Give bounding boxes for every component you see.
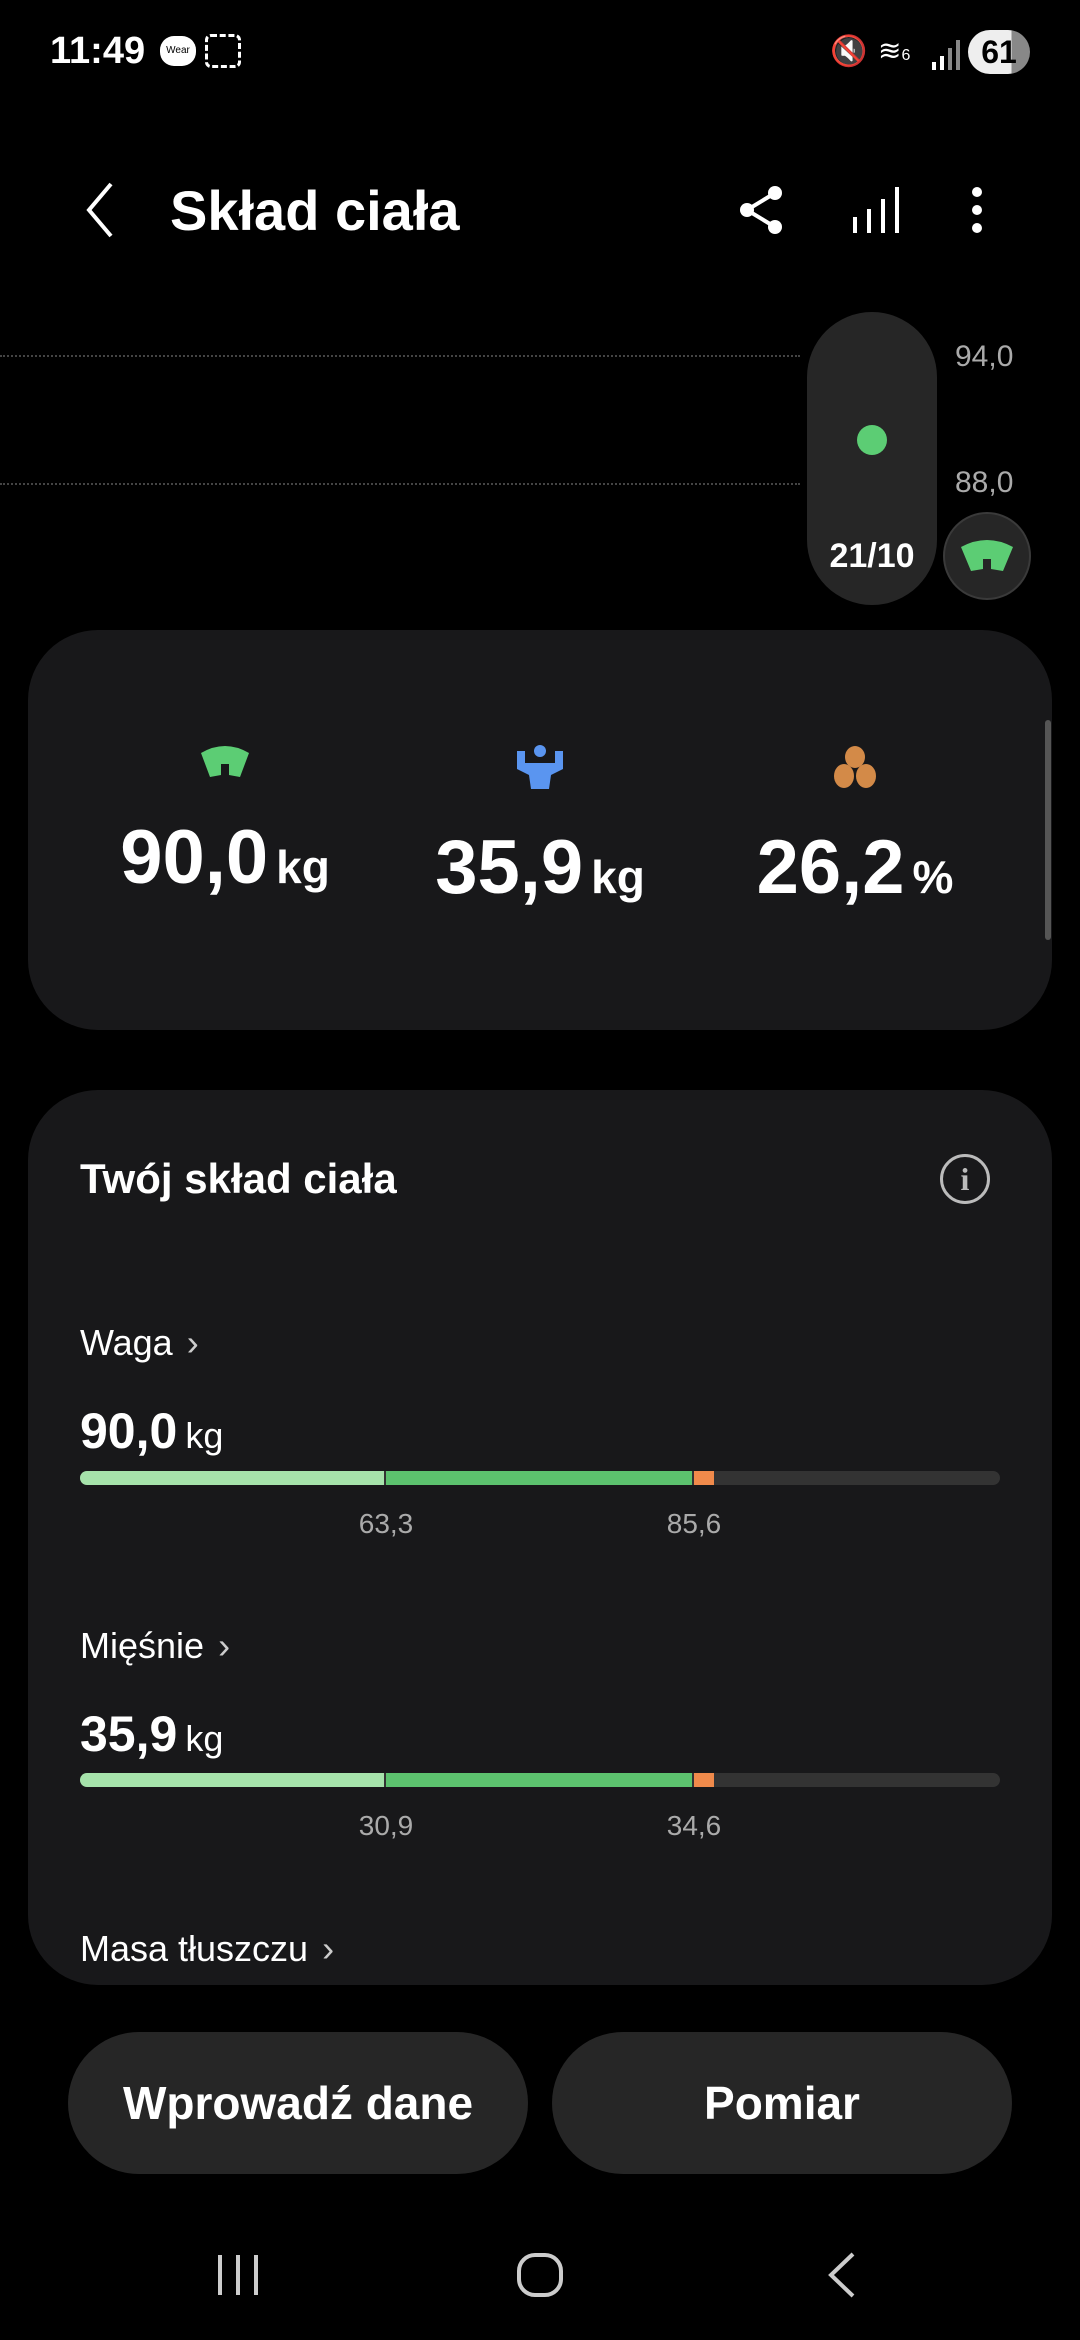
muscle-row-link[interactable]: Mięśnie › xyxy=(80,1625,231,1666)
weight-row-value: 90,0 kg xyxy=(80,1403,224,1459)
muscle-icon xyxy=(517,745,563,789)
weight-tick-low: 63,3 xyxy=(358,1508,414,1539)
bar-segment-low xyxy=(80,1773,384,1787)
muscle-range-bar xyxy=(80,1773,1000,1787)
bar-segment-low xyxy=(80,1471,384,1485)
muscle-row-value: 35,9 kg xyxy=(80,1706,224,1762)
bar-segment-current xyxy=(694,1773,714,1787)
fat-value: 26,2 xyxy=(756,825,905,910)
gridline-lower xyxy=(0,483,800,485)
scale-filter-button[interactable] xyxy=(943,512,1031,600)
signal-icon xyxy=(930,38,960,75)
chart-view-button[interactable] xyxy=(846,180,906,240)
body-fat-metric[interactable]: 26,2% xyxy=(685,745,1025,911)
weight-row-link[interactable]: Waga › xyxy=(80,1322,199,1363)
bar-segment-normal xyxy=(386,1471,692,1485)
selected-day-pill[interactable] xyxy=(807,312,937,605)
y-label-lower: 88,0 xyxy=(955,466,1014,499)
measure-button[interactable]: Pomiar xyxy=(552,2032,1012,2174)
muscle-tick-high: 34,6 xyxy=(666,1810,722,1841)
system-back-button[interactable] xyxy=(802,2240,882,2310)
summary-card xyxy=(28,630,1052,1030)
wear-app-icon: Wear xyxy=(160,36,196,66)
muscle-unit: kg xyxy=(591,851,645,903)
composition-title: Twój skład ciała xyxy=(80,1155,397,1202)
weight-value: 90,0 xyxy=(120,815,269,900)
scale-icon xyxy=(961,540,1013,571)
weight-unit: kg xyxy=(276,841,330,893)
y-label-upper: 94,0 xyxy=(955,340,1014,373)
more-options-button[interactable] xyxy=(947,180,1007,240)
bar-segment-normal xyxy=(386,1773,692,1787)
screenshot-icon xyxy=(205,34,241,68)
weight-range-bar xyxy=(80,1471,1000,1485)
composition-card xyxy=(28,1090,1052,1985)
back-nav-icon xyxy=(828,2252,855,2298)
weight-metric[interactable]: 90,0 kg xyxy=(55,745,395,901)
muscle-tick-low: 30,9 xyxy=(358,1810,414,1841)
back-icon xyxy=(86,182,113,238)
more-vertical-icon xyxy=(972,187,982,233)
bar-chart-icon xyxy=(853,187,899,233)
scrollbar[interactable] xyxy=(1045,720,1051,940)
home-button[interactable] xyxy=(500,2240,580,2310)
back-button[interactable] xyxy=(70,180,130,240)
scale-icon xyxy=(201,746,249,777)
wifi-icon: ≋6 xyxy=(878,35,911,66)
recents-icon xyxy=(218,2255,258,2295)
selected-date: 21/10 xyxy=(829,537,915,575)
fat-unit: % xyxy=(912,851,954,903)
home-icon xyxy=(517,2253,563,2297)
muscle-value: 35,9 xyxy=(435,825,584,910)
recents-button[interactable] xyxy=(198,2240,278,2310)
info-icon[interactable]: i xyxy=(940,1154,990,1204)
fat-mass-row-link[interactable]: Masa tłuszczu › xyxy=(80,1928,335,1969)
bar-segment-current xyxy=(694,1471,714,1485)
gridline-upper xyxy=(0,355,800,357)
share-button[interactable] xyxy=(732,180,792,240)
enter-data-button[interactable]: Wprowadź dane xyxy=(68,2032,528,2174)
mute-icon: 🔇 xyxy=(830,35,868,68)
battery-indicator: 61 xyxy=(968,30,1030,74)
fat-icon xyxy=(834,746,876,788)
page-title: Skład ciała xyxy=(170,179,460,242)
muscle-metric[interactable]: 35,9 kg xyxy=(370,745,710,911)
data-point[interactable] xyxy=(857,425,887,455)
share-icon xyxy=(740,186,782,234)
weight-tick-high: 85,6 xyxy=(666,1508,722,1539)
status-time: 11:49 xyxy=(50,30,146,72)
